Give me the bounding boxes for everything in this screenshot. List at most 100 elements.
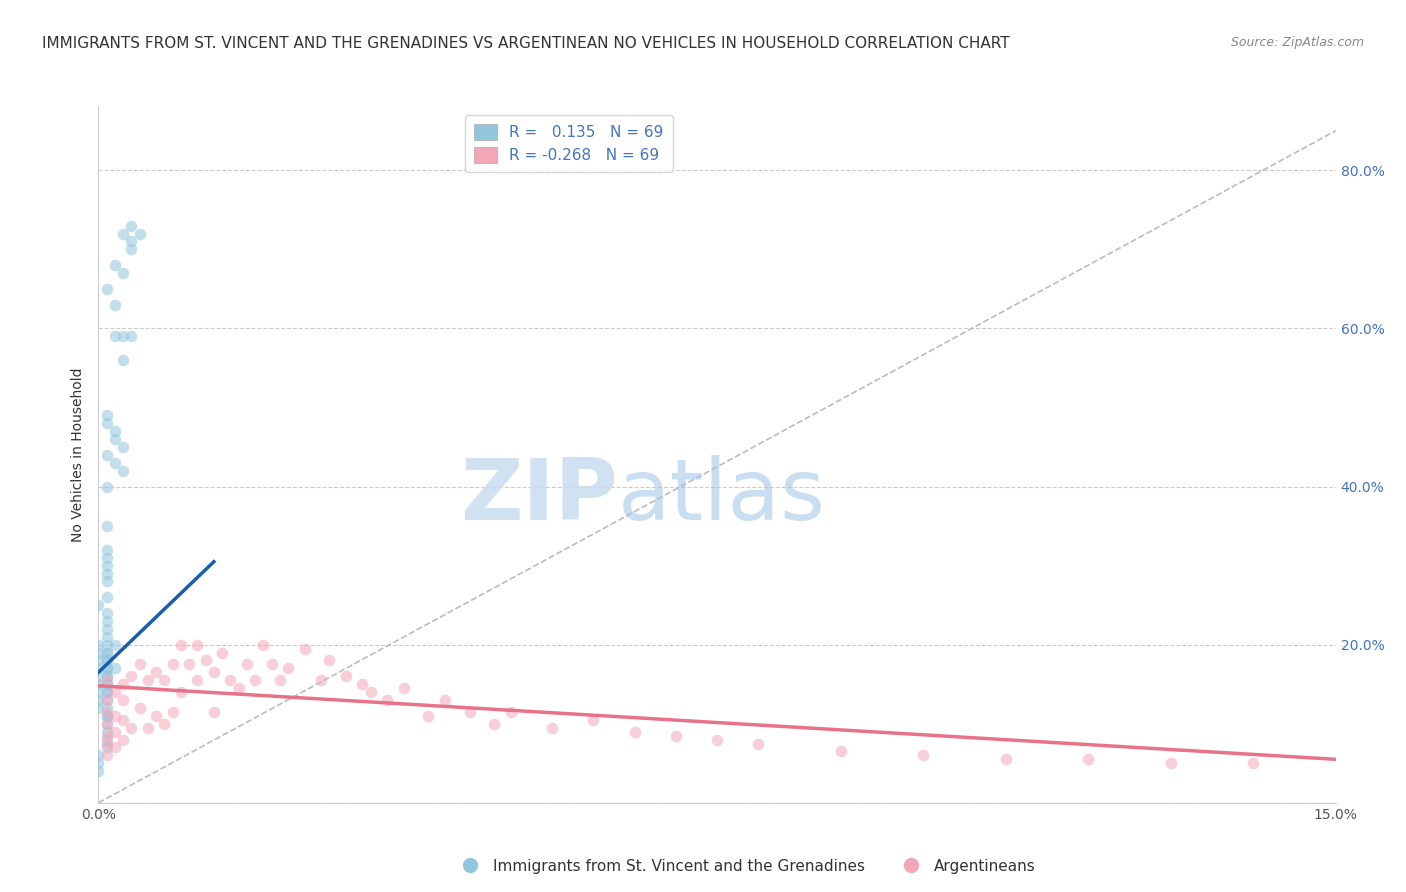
- Point: [202, 665, 225, 680]
- Point: [128, 227, 150, 241]
- Point: [96, 737, 118, 751]
- Point: [120, 243, 142, 257]
- Point: [112, 732, 135, 747]
- Point: [211, 646, 233, 660]
- Point: [120, 235, 142, 249]
- Point: [96, 708, 118, 723]
- Point: [96, 282, 118, 296]
- Point: [104, 432, 127, 446]
- Point: [112, 329, 135, 343]
- Point: [194, 653, 217, 667]
- Point: [541, 721, 564, 735]
- Point: [219, 673, 242, 688]
- Point: [1077, 752, 1099, 766]
- Point: [294, 641, 316, 656]
- Point: [145, 708, 167, 723]
- Point: [96, 732, 118, 747]
- Point: [912, 748, 935, 763]
- Text: Source: ZipAtlas.com: Source: ZipAtlas.com: [1230, 36, 1364, 49]
- Point: [96, 574, 118, 589]
- Legend: R =   0.135   N = 69, R = -0.268   N = 69: R = 0.135 N = 69, R = -0.268 N = 69: [464, 115, 672, 172]
- Point: [87, 693, 110, 707]
- Point: [104, 638, 127, 652]
- Point: [352, 677, 374, 691]
- Point: [104, 724, 127, 739]
- Point: [96, 708, 118, 723]
- Point: [96, 417, 118, 431]
- Point: [96, 669, 118, 683]
- Point: [87, 661, 110, 675]
- Point: [228, 681, 250, 695]
- Point: [484, 716, 506, 731]
- Point: [87, 669, 110, 683]
- Point: [96, 479, 118, 493]
- Point: [318, 653, 340, 667]
- Point: [104, 329, 127, 343]
- Point: [309, 673, 332, 688]
- Point: [392, 681, 415, 695]
- Point: [252, 638, 274, 652]
- Point: [186, 638, 208, 652]
- Point: [335, 669, 357, 683]
- Point: [120, 219, 142, 233]
- Point: [87, 653, 110, 667]
- Point: [96, 622, 118, 636]
- Point: [499, 705, 522, 719]
- Point: [582, 713, 605, 727]
- Point: [112, 353, 135, 368]
- Y-axis label: No Vehicles in Household: No Vehicles in Household: [72, 368, 86, 542]
- Point: [96, 653, 118, 667]
- Point: [112, 677, 135, 691]
- Point: [120, 669, 142, 683]
- Point: [87, 638, 110, 652]
- Point: [96, 661, 118, 675]
- Point: [277, 661, 299, 675]
- Point: [96, 705, 118, 719]
- Point: [96, 542, 118, 557]
- Point: [433, 693, 456, 707]
- Point: [360, 685, 382, 699]
- Point: [96, 606, 118, 620]
- Point: [96, 409, 118, 423]
- Point: [104, 708, 127, 723]
- Point: [96, 653, 118, 667]
- Point: [96, 558, 118, 573]
- Point: [96, 566, 118, 581]
- Point: [104, 258, 127, 272]
- Text: atlas: atlas: [619, 455, 827, 538]
- Point: [96, 673, 118, 688]
- Point: [120, 329, 142, 343]
- Point: [128, 701, 150, 715]
- Point: [153, 673, 176, 688]
- Point: [418, 708, 440, 723]
- Point: [96, 729, 118, 743]
- Point: [96, 614, 118, 628]
- Point: [112, 440, 135, 454]
- Point: [112, 266, 135, 280]
- Point: [87, 598, 110, 612]
- Point: [136, 673, 159, 688]
- Point: [260, 657, 283, 672]
- Point: [830, 744, 852, 758]
- Point: [96, 661, 118, 675]
- Point: [243, 673, 266, 688]
- Point: [112, 693, 135, 707]
- Point: [162, 705, 184, 719]
- Point: [96, 740, 118, 755]
- Point: [236, 657, 259, 672]
- Point: [375, 693, 398, 707]
- Point: [179, 657, 201, 672]
- Text: IMMIGRANTS FROM ST. VINCENT AND THE GRENADINES VS ARGENTINEAN NO VEHICLES IN HOU: IMMIGRANTS FROM ST. VINCENT AND THE GREN…: [42, 36, 1010, 51]
- Point: [96, 630, 118, 644]
- Point: [104, 740, 127, 755]
- Point: [96, 716, 118, 731]
- Text: ZIP: ZIP: [460, 455, 619, 538]
- Point: [87, 764, 110, 779]
- Point: [128, 657, 150, 672]
- Point: [96, 519, 118, 533]
- Point: [96, 591, 118, 605]
- Point: [136, 721, 159, 735]
- Point: [458, 705, 481, 719]
- Point: [87, 677, 110, 691]
- Point: [87, 701, 110, 715]
